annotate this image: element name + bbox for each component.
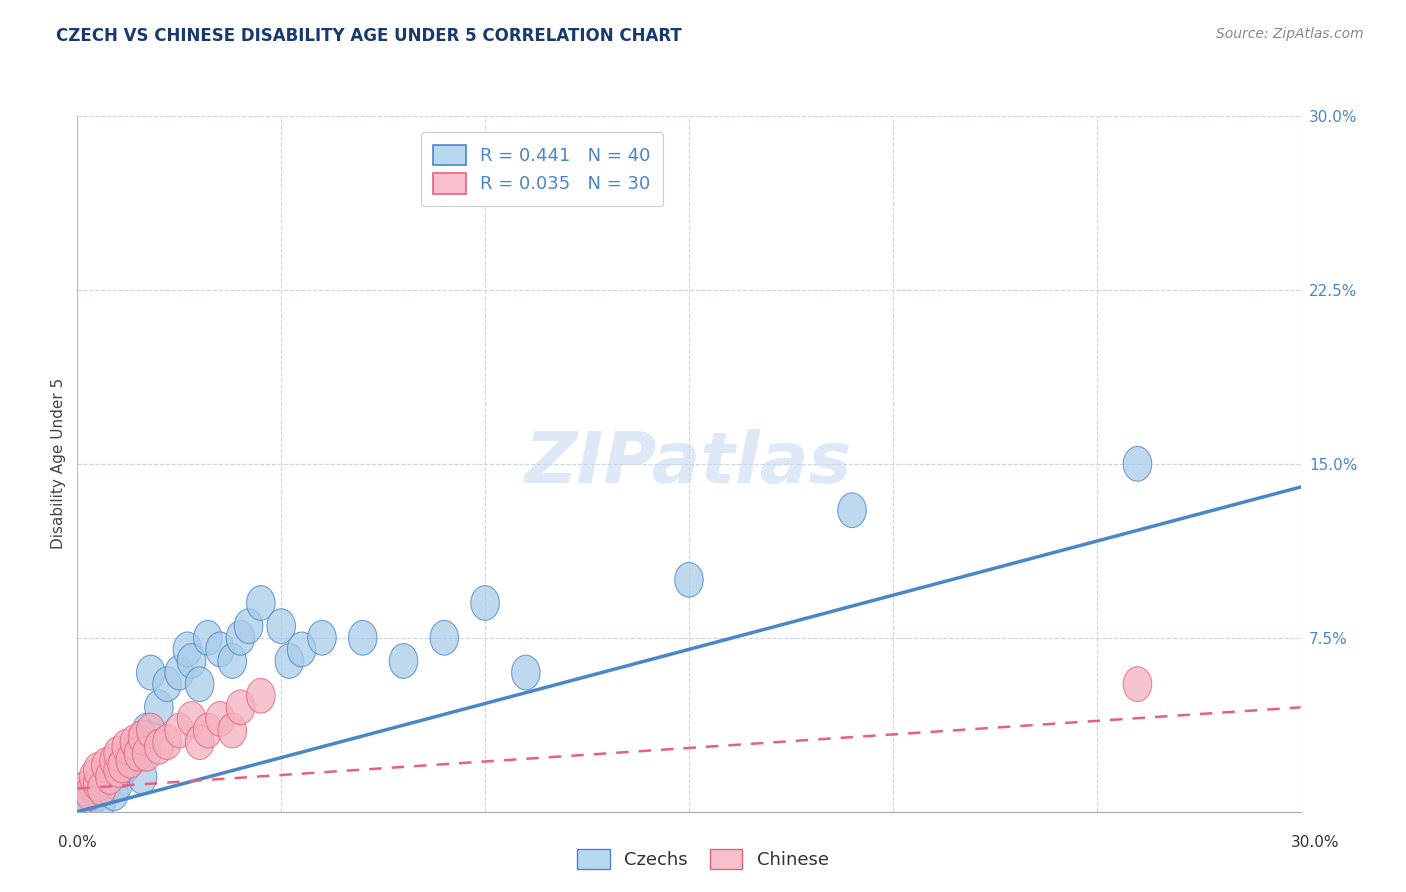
Ellipse shape <box>838 492 866 527</box>
Ellipse shape <box>177 701 205 737</box>
Ellipse shape <box>87 783 117 817</box>
Ellipse shape <box>128 720 157 755</box>
Ellipse shape <box>91 771 120 806</box>
Ellipse shape <box>308 621 336 655</box>
Ellipse shape <box>96 759 124 794</box>
Ellipse shape <box>112 747 141 783</box>
Ellipse shape <box>108 747 136 783</box>
Ellipse shape <box>136 655 165 690</box>
Ellipse shape <box>83 776 112 811</box>
Ellipse shape <box>675 562 703 598</box>
Ellipse shape <box>108 753 136 788</box>
Ellipse shape <box>83 766 112 801</box>
Ellipse shape <box>104 737 132 771</box>
Ellipse shape <box>145 690 173 724</box>
Ellipse shape <box>128 759 157 794</box>
Ellipse shape <box>1123 667 1152 701</box>
Text: CZECH VS CHINESE DISABILITY AGE UNDER 5 CORRELATION CHART: CZECH VS CHINESE DISABILITY AGE UNDER 5 … <box>56 27 682 45</box>
Ellipse shape <box>132 737 160 771</box>
Legend: R = 0.441   N = 40, R = 0.035   N = 30: R = 0.441 N = 40, R = 0.035 N = 30 <box>420 132 664 206</box>
Ellipse shape <box>218 714 246 747</box>
Text: ZIPatlas: ZIPatlas <box>526 429 852 499</box>
Ellipse shape <box>165 655 194 690</box>
Ellipse shape <box>205 632 235 667</box>
Ellipse shape <box>124 724 153 760</box>
Ellipse shape <box>349 621 377 655</box>
Ellipse shape <box>186 667 214 701</box>
Ellipse shape <box>218 644 246 678</box>
Ellipse shape <box>72 783 100 817</box>
Ellipse shape <box>100 743 128 778</box>
Ellipse shape <box>124 737 153 771</box>
Ellipse shape <box>72 771 100 806</box>
Ellipse shape <box>112 730 141 764</box>
Y-axis label: Disability Age Under 5: Disability Age Under 5 <box>51 378 66 549</box>
Ellipse shape <box>87 771 117 806</box>
Ellipse shape <box>117 743 145 778</box>
Ellipse shape <box>246 585 276 621</box>
Ellipse shape <box>194 621 222 655</box>
Ellipse shape <box>389 644 418 678</box>
Ellipse shape <box>226 690 254 724</box>
Text: 0.0%: 0.0% <box>58 836 97 850</box>
Ellipse shape <box>287 632 316 667</box>
Ellipse shape <box>117 737 145 771</box>
Ellipse shape <box>136 714 165 747</box>
Ellipse shape <box>226 621 254 655</box>
Ellipse shape <box>153 724 181 760</box>
Ellipse shape <box>186 724 214 760</box>
Ellipse shape <box>96 759 124 794</box>
Ellipse shape <box>165 714 194 747</box>
Legend: Czechs, Chinese: Czechs, Chinese <box>568 839 838 879</box>
Ellipse shape <box>471 585 499 621</box>
Ellipse shape <box>205 701 235 737</box>
Ellipse shape <box>100 776 128 811</box>
Ellipse shape <box>145 730 173 764</box>
Ellipse shape <box>83 753 112 788</box>
Ellipse shape <box>1123 446 1152 481</box>
Ellipse shape <box>76 776 104 811</box>
Ellipse shape <box>76 788 104 822</box>
Ellipse shape <box>267 608 295 644</box>
Ellipse shape <box>104 753 132 788</box>
Ellipse shape <box>91 747 120 783</box>
Ellipse shape <box>512 655 540 690</box>
Ellipse shape <box>177 644 205 678</box>
Text: 30.0%: 30.0% <box>1291 836 1339 850</box>
Ellipse shape <box>246 678 276 714</box>
Ellipse shape <box>104 766 132 801</box>
Ellipse shape <box>120 724 149 760</box>
Ellipse shape <box>132 714 160 747</box>
Text: Source: ZipAtlas.com: Source: ZipAtlas.com <box>1216 27 1364 41</box>
Ellipse shape <box>430 621 458 655</box>
Ellipse shape <box>79 771 108 806</box>
Ellipse shape <box>235 608 263 644</box>
Ellipse shape <box>173 632 201 667</box>
Ellipse shape <box>276 644 304 678</box>
Ellipse shape <box>194 714 222 747</box>
Ellipse shape <box>79 759 108 794</box>
Ellipse shape <box>153 667 181 701</box>
